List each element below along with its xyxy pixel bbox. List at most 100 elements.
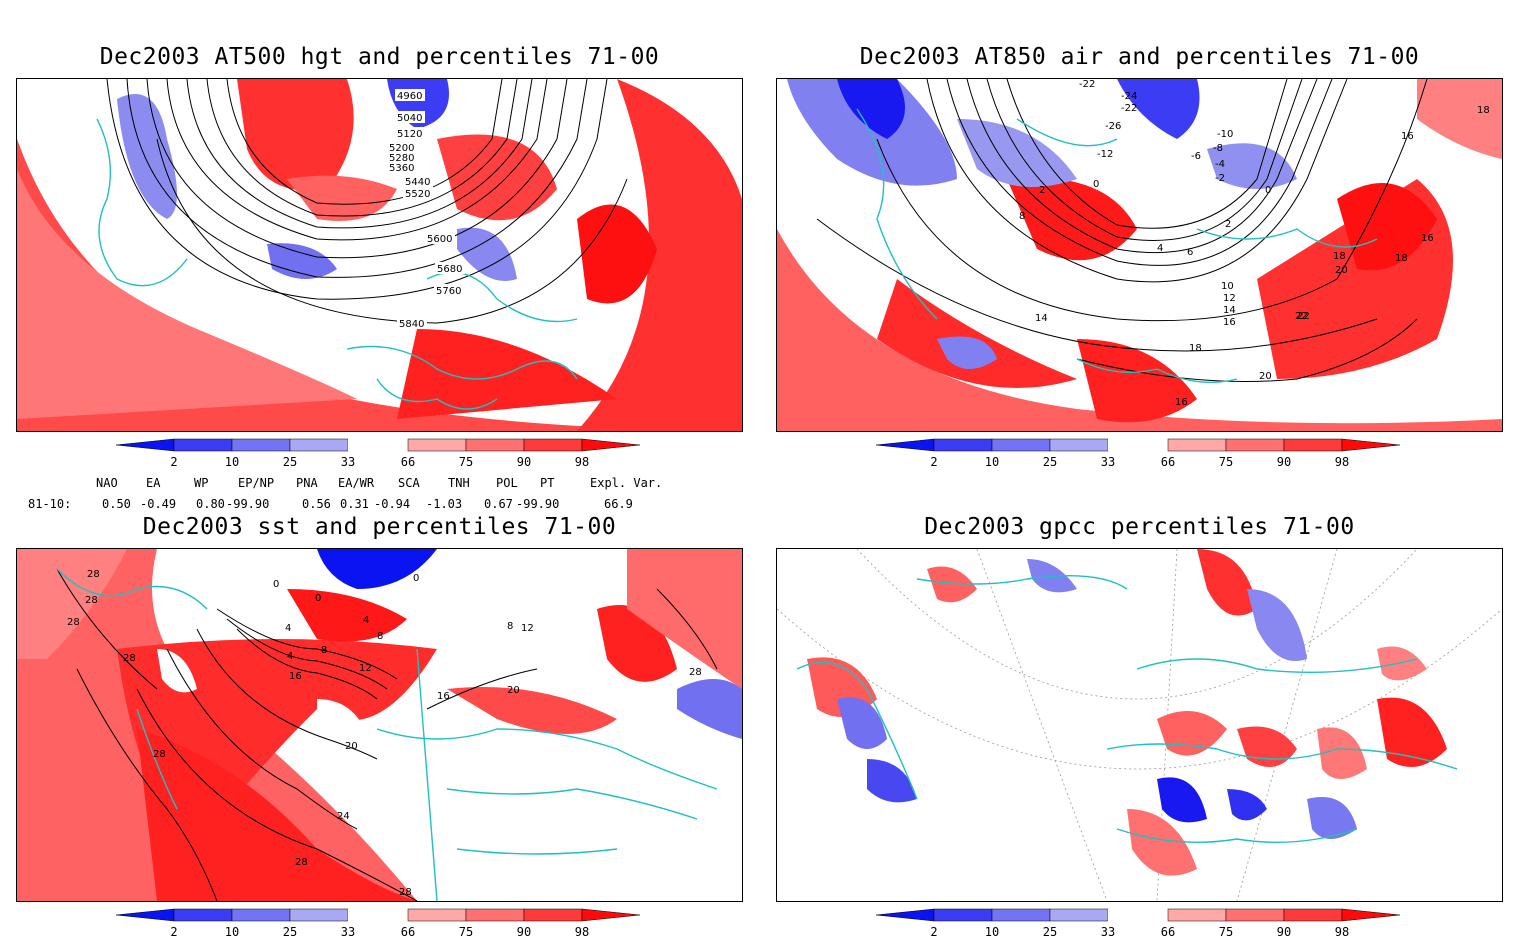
percentile-shading [17,79,742,431]
colorbar-segment [289,438,349,452]
colorbar-tick-label: 33 [1101,455,1115,469]
svg-text:12: 12 [1223,293,1236,304]
svg-text:5680: 5680 [437,264,462,275]
svg-text:24: 24 [337,811,350,822]
svg-text:0: 0 [1265,185,1271,196]
colorbar-panel2: 2 10 25 33 66 75 90 98 [875,438,1406,469]
colorbar-tick-label: 98 [575,455,589,469]
colorbar-segment [1341,908,1401,922]
colorbar-tick-label: 75 [459,925,473,939]
colorbar-segment [407,908,467,922]
colorbar-segment [523,438,583,452]
colorbar-tick-label: 98 [1335,455,1349,469]
colorbar-tick-label: 75 [1219,925,1233,939]
map-panel-sst: 28 28 28 28 0 0 0 4 4 8 4 8 12 16 16 20 … [16,548,743,902]
colorbar-tick-label: 90 [1277,455,1291,469]
tele-value-pol: 0.67 [484,497,513,511]
colorbar-svg: 2 10 25 33 66 75 90 98 [115,438,641,469]
tele-name-pt: PT [540,476,555,490]
svg-text:5600: 5600 [427,234,452,245]
colorbar-segment [115,438,175,452]
tele-name-sca: SCA [398,476,420,490]
colorbar-tick-label: 10 [985,925,999,939]
colorbar-tick-label: 90 [517,925,531,939]
colorbar-segment [1225,908,1285,922]
panel-title-sst: Dec2003 sst and percentiles 71-00 [142,514,617,540]
tele-value-epnp: -99.90 [226,497,270,511]
svg-text:5280: 5280 [389,153,414,164]
tele-name-explvar: Expl. Var. [590,476,663,490]
colorbar-segment [991,908,1051,922]
svg-text:0: 0 [413,573,419,584]
svg-text:-12: -12 [1097,149,1113,160]
svg-text:28: 28 [85,595,98,606]
svg-text:-2: -2 [1215,173,1225,184]
svg-text:16: 16 [1175,397,1188,408]
svg-text:20: 20 [507,685,520,696]
svg-text:5760: 5760 [436,286,461,297]
sst-contours [56,568,718,901]
colorbar-segment [991,438,1051,452]
colorbar-segment [1283,438,1343,452]
tele-value-nao: 0.50 [102,497,131,511]
svg-text:18: 18 [1189,343,1202,354]
colorbar-segment [933,438,993,452]
svg-text:-6: -6 [1191,151,1201,162]
tele-name-epnp: EP/NP [238,476,275,490]
colorbar-tick-label: 2 [170,925,177,939]
panel-title-hgt500: Dec2003 AT500 hgt and percentiles 71-00 [99,44,660,70]
colorbar-tick-label: 90 [1277,925,1291,939]
svg-text:20: 20 [345,741,358,752]
colorbar-segment [581,908,641,922]
colorbar-tick-label: 66 [1161,925,1175,939]
svg-text:18: 18 [1477,105,1490,116]
colorbar-tick-label: 33 [1101,925,1115,939]
colorbar-tick-label: 66 [401,455,415,469]
coastlines [796,574,1458,844]
colorbar-tick-label: 10 [225,925,239,939]
colorbar-segment [231,438,291,452]
colorbar-segment [875,908,935,922]
colorbar-tick-label: 2 [930,455,937,469]
colorbar-tick-label: 10 [985,455,999,469]
svg-text:8: 8 [1019,211,1025,222]
colorbar-tick-label: 98 [575,925,589,939]
svg-text:28: 28 [689,667,702,678]
svg-text:0: 0 [1093,179,1099,190]
svg-text:28: 28 [153,749,166,760]
svg-text:14: 14 [1223,305,1236,316]
svg-text:-26: -26 [1105,121,1121,132]
svg-text:5360: 5360 [389,163,414,174]
colorbar-segment [1049,438,1109,452]
svg-text:18: 18 [1395,253,1408,264]
colorbar-segment [348,439,408,451]
svg-text:4960: 4960 [397,91,422,102]
tele-name-pol: POL [496,476,518,490]
colorbar-tick-label: 75 [459,455,473,469]
colorbar-segment [115,908,175,922]
tele-value-ea: -0.49 [140,497,177,511]
svg-text:-22: -22 [1079,79,1095,90]
panel-title-air850: Dec2003 AT850 air and percentiles 71-00 [859,44,1420,70]
colorbar-segment [465,908,525,922]
colorbar-segment [1283,908,1343,922]
svg-text:16: 16 [289,671,302,682]
colorbar-segment [173,908,233,922]
svg-text:5200: 5200 [389,143,414,154]
colorbar-tick-label: 25 [283,455,297,469]
colorbar-svg: 2 10 25 33 66 75 90 98 [875,438,1401,469]
svg-text:16: 16 [437,691,450,702]
percentile-shading [777,79,1502,431]
tele-value-eawr: 0.31 [340,497,369,511]
colorbar-svg: 2 10 25 33 66 75 90 98 [875,908,1401,939]
map-panel-gpcc [776,548,1503,902]
colorbar-svg: 2 10 25 33 66 75 90 98 [115,908,641,939]
coastlines [56,568,718,901]
colorbar-segment [231,908,291,922]
contour-labels: -22 -24 -22 -26 -12 -10 -8 -6 -4 -2 0 2 … [1019,79,1490,408]
tele-value-pt: -99.90 [516,497,560,511]
colorbar-segment [875,438,935,452]
svg-text:28: 28 [67,617,80,628]
tele-name-eawr: EA/WR [338,476,375,490]
height-contours [106,79,628,324]
